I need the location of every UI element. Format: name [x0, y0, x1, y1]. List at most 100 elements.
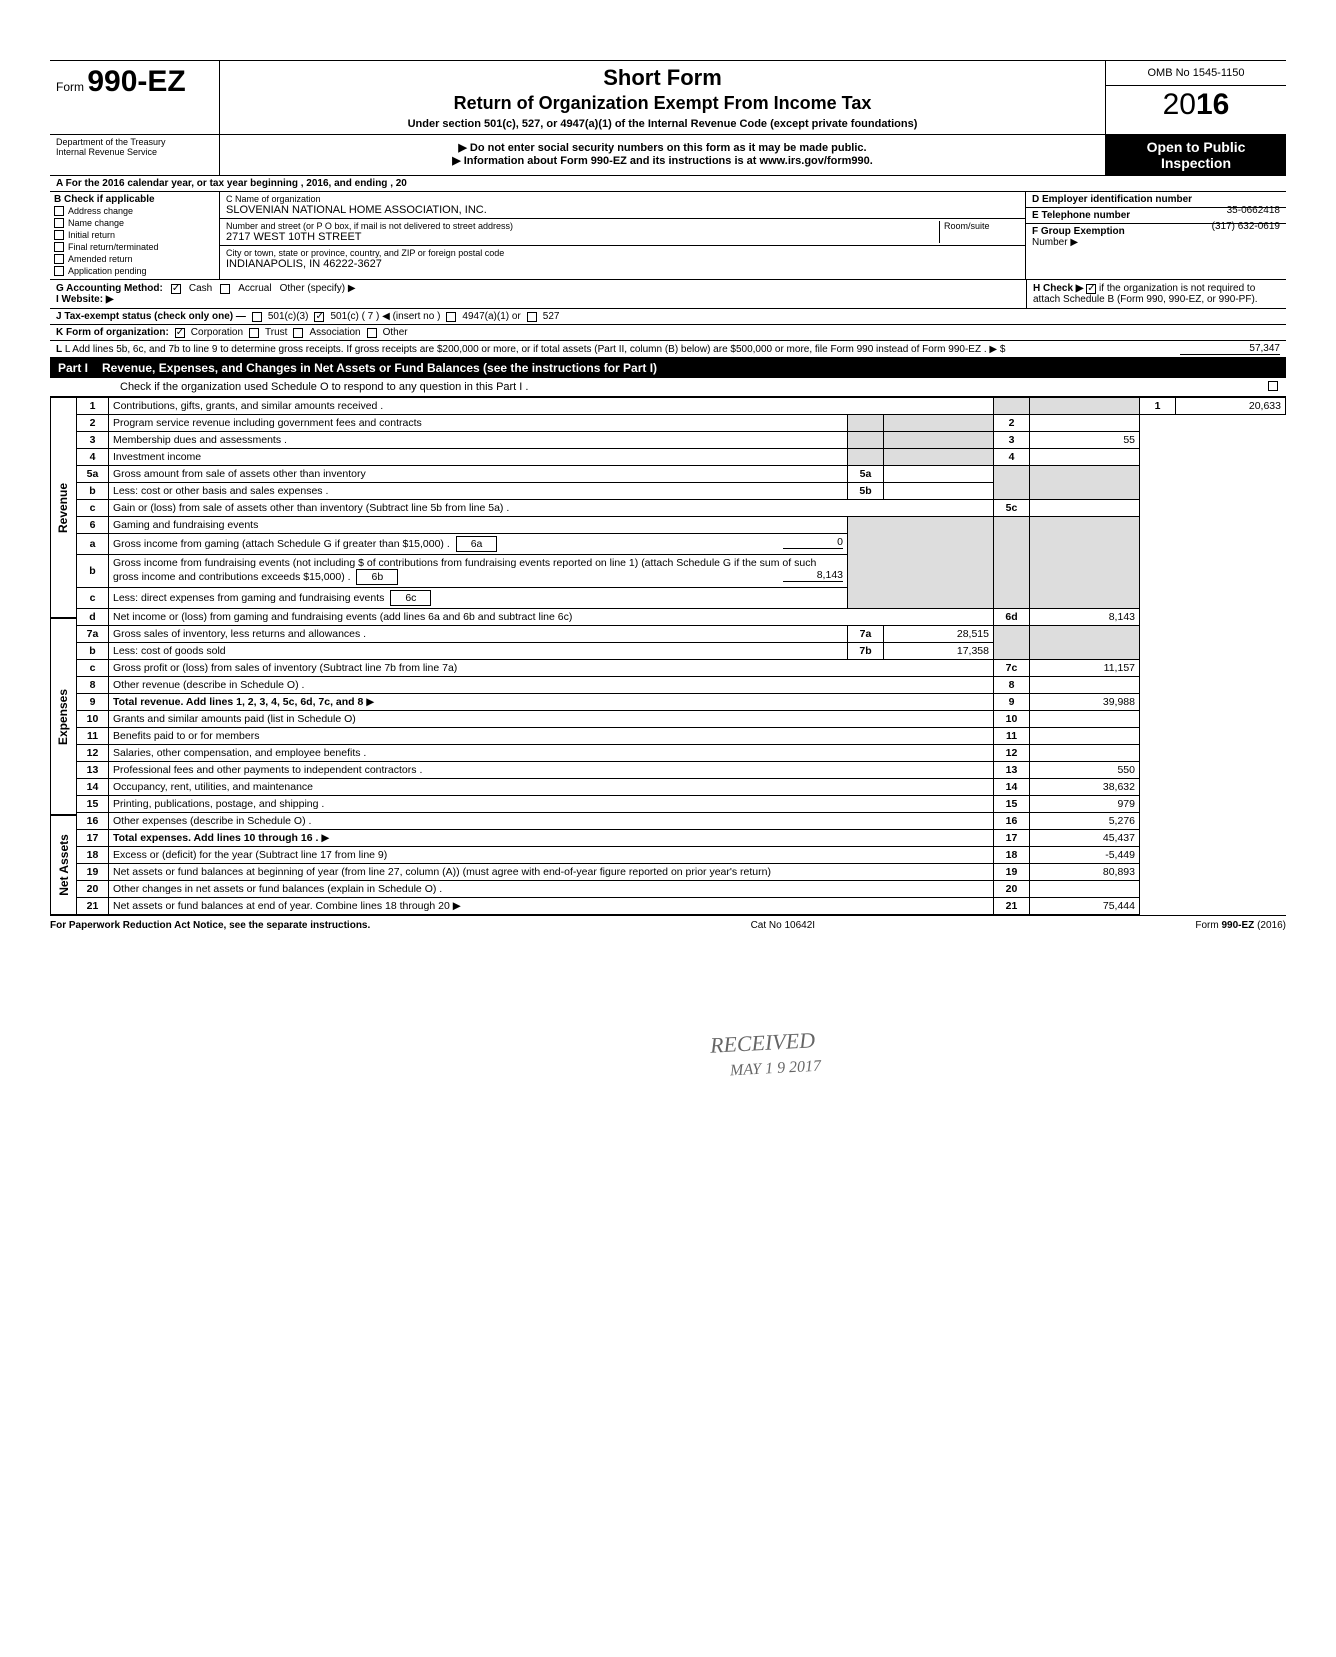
- line-amt: 45,437: [1030, 830, 1140, 847]
- line-desc: Gain or (loss) from sale of assets other…: [109, 500, 994, 517]
- lines-table: 1Contributions, gifts, grants, and simil…: [76, 397, 1286, 915]
- chk-name[interactable]: Name change: [54, 217, 215, 229]
- line-7c: cGross profit or (loss) from sales of in…: [77, 660, 1286, 677]
- line-desc: Gaming and fundraising events: [109, 517, 848, 534]
- line-19: 19Net assets or fund balances at beginni…: [77, 864, 1286, 881]
- chk-accrual[interactable]: [220, 284, 230, 294]
- checkbox-icon[interactable]: [54, 254, 64, 264]
- form-number: Form 990-EZ: [56, 65, 213, 99]
- form-number-box: Form 990-EZ: [50, 61, 220, 134]
- chk-501c3[interactable]: [252, 312, 262, 322]
- org-name: SLOVENIAN NATIONAL HOME ASSOCIATION, INC…: [226, 204, 1019, 216]
- chk-cash[interactable]: [171, 284, 181, 294]
- side-revenue: Revenue: [50, 397, 76, 618]
- chk-corp[interactable]: [175, 328, 185, 338]
- part1-header: Part I Revenue, Expenses, and Changes in…: [50, 358, 1286, 378]
- line-amt: 38,632: [1030, 779, 1140, 796]
- checkbox-icon[interactable]: [54, 266, 64, 276]
- line-desc: Investment income: [109, 449, 848, 466]
- line-desc: Occupancy, rent, utilities, and maintena…: [109, 779, 994, 796]
- line-desc: Total revenue. Add lines 1, 2, 3, 4, 5c,…: [113, 696, 363, 708]
- line-desc: Gross amount from sale of assets other t…: [109, 466, 848, 483]
- chk-pending[interactable]: Application pending: [54, 265, 215, 277]
- row-a-text: A For the 2016 calendar year, or tax yea…: [56, 178, 407, 189]
- chk-trust[interactable]: [249, 328, 259, 338]
- omb-number: OMB No 1545-1150: [1106, 61, 1286, 86]
- chk-label: Address change: [68, 206, 133, 216]
- line-16: 16Other expenses (describe in Schedule O…: [77, 813, 1286, 830]
- dept-left: Department of the Treasury Internal Reve…: [50, 135, 220, 175]
- line-desc: Gross income from gaming (attach Schedul…: [113, 538, 450, 550]
- cash-label: Cash: [189, 283, 212, 294]
- chk-assoc[interactable]: [293, 328, 303, 338]
- chk-label: Initial return: [68, 230, 115, 240]
- line-13: 13Professional fees and other payments t…: [77, 762, 1286, 779]
- side-net-text: Net Assets: [57, 834, 71, 896]
- line-desc: Total expenses. Add lines 10 through 16 …: [113, 832, 318, 844]
- checkbox-icon[interactable]: [54, 206, 64, 216]
- line-amt: [1030, 728, 1140, 745]
- chk-h[interactable]: [1086, 284, 1096, 294]
- part1-title: Revenue, Expenses, and Changes in Net As…: [102, 361, 657, 375]
- city-label: City or town, state or province, country…: [226, 248, 1019, 258]
- main-grid: Revenue Expenses Net Assets 1Contributio…: [50, 397, 1286, 915]
- line-6: 6Gaming and fundraising events: [77, 517, 1286, 534]
- chk-527[interactable]: [527, 312, 537, 322]
- chk-4947[interactable]: [446, 312, 456, 322]
- other-label: Other: [383, 327, 408, 338]
- footer-left: For Paperwork Reduction Act Notice, see …: [50, 920, 370, 931]
- chk-initial[interactable]: Initial return: [54, 229, 215, 241]
- line-4: 4Investment income4: [77, 449, 1286, 466]
- chk-final[interactable]: Final return/terminated: [54, 241, 215, 253]
- chk-schedule-o[interactable]: [1268, 381, 1278, 391]
- line-desc: Less: cost or other basis and sales expe…: [109, 483, 848, 500]
- chk-other[interactable]: [367, 328, 377, 338]
- line-desc: Less: direct expenses from gaming and fu…: [113, 592, 384, 604]
- chk-label: Amended return: [68, 254, 133, 264]
- checkbox-icon[interactable]: [54, 242, 64, 252]
- line-desc: Less: cost of goods sold: [109, 643, 848, 660]
- ein-row: D Employer identification number 35-0662…: [1026, 192, 1286, 208]
- row-i-label: I Website: ▶: [56, 294, 114, 305]
- chk-amended[interactable]: Amended return: [54, 253, 215, 265]
- line-amt: 5,276: [1030, 813, 1140, 830]
- line-amt: 39,988: [1030, 694, 1140, 711]
- line-desc: Net assets or fund balances at beginning…: [109, 864, 994, 881]
- checkbox-icon[interactable]: [54, 230, 64, 240]
- footer-mid: Cat No 10642I: [751, 920, 816, 931]
- line-15: 15Printing, publications, postage, and s…: [77, 796, 1286, 813]
- side-revenue-text: Revenue: [57, 483, 71, 533]
- row-j: J Tax-exempt status (check only one) — 5…: [50, 309, 1286, 325]
- chk-address[interactable]: Address change: [54, 205, 215, 217]
- line-3: 3Membership dues and assessments .355: [77, 432, 1286, 449]
- 527-label: 527: [543, 311, 560, 322]
- name-label: C Name of organization: [226, 194, 1019, 204]
- footer-right: Form 990-EZ (2016): [1195, 920, 1286, 931]
- line-desc: Printing, publications, postage, and shi…: [109, 796, 994, 813]
- line-desc: Contributions, gifts, grants, and simila…: [109, 398, 994, 415]
- line-9: 9Total revenue. Add lines 1, 2, 3, 4, 5c…: [77, 694, 1286, 711]
- ein-value: 35-0662418: [1227, 205, 1280, 216]
- phone-label: E Telephone number: [1032, 210, 1130, 221]
- line-7a: 7aGross sales of inventory, less returns…: [77, 626, 1286, 643]
- line-5a: 5aGross amount from sale of assets other…: [77, 466, 1286, 483]
- row-l-amt: 57,347: [1180, 343, 1280, 355]
- checkbox-icon[interactable]: [54, 218, 64, 228]
- row-k-lbl: K Form of organization:: [56, 327, 169, 338]
- row-k: K Form of organization: Corporation Trus…: [50, 325, 1286, 341]
- col-b-header: B Check if applicable: [54, 194, 215, 205]
- dept-row: Department of the Treasury Internal Reve…: [50, 135, 1286, 176]
- street-label: Number and street (or P O box, if mail i…: [226, 221, 939, 231]
- assoc-label: Association: [309, 327, 360, 338]
- main-title: Return of Organization Exempt From Incom…: [230, 93, 1095, 114]
- chk-501c[interactable]: [314, 312, 324, 322]
- ein-label: D Employer identification number: [1032, 194, 1192, 205]
- stamp-received: RECEIVED: [709, 1027, 815, 1058]
- line-desc: Gross income from fundraising events (no…: [113, 557, 816, 583]
- line-amt: -5,449: [1030, 847, 1140, 864]
- line-amt: 17,358: [884, 643, 994, 660]
- stamp-date: MAY 1 9 2017: [730, 1058, 822, 1081]
- subtitle: Under section 501(c), 527, or 4947(a)(1)…: [230, 118, 1095, 130]
- section-bcd: B Check if applicable Address change Nam…: [50, 192, 1286, 280]
- form-right-box: OMB No 1545-1150 2016: [1106, 61, 1286, 134]
